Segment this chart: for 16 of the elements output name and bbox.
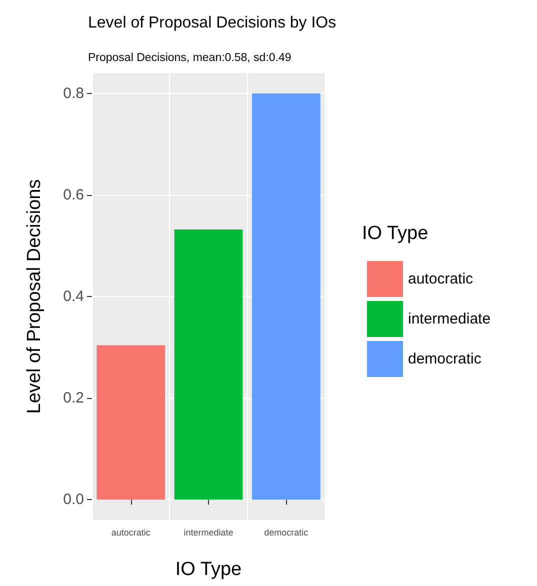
x-tick-label: intermediate bbox=[184, 528, 234, 538]
chart-subtitle: Proposal Decisions, mean:0.58, sd:0.49 bbox=[88, 52, 292, 64]
y-tick-label: 0.8 bbox=[63, 84, 84, 102]
x-tick-label: autocratic bbox=[111, 528, 151, 538]
y-tick-label: 0.0 bbox=[63, 491, 84, 508]
x-axis-title: IO Type bbox=[175, 559, 242, 580]
chart-title: Level of Proposal Decisions by IOs bbox=[88, 14, 336, 32]
legend-label: autocratic bbox=[408, 270, 474, 288]
y-tick-label: 0.6 bbox=[63, 186, 84, 204]
x-tick-label: democratic bbox=[264, 528, 309, 538]
legend-label: democratic bbox=[408, 350, 482, 368]
legend-title: IO Type bbox=[362, 223, 428, 244]
y-tick-label: 0.2 bbox=[63, 390, 84, 407]
legend-label: intermediate bbox=[408, 310, 491, 328]
y-tick-label: 0.4 bbox=[63, 288, 84, 305]
y-axis-title: Level of Proposal Decisions bbox=[24, 179, 45, 414]
